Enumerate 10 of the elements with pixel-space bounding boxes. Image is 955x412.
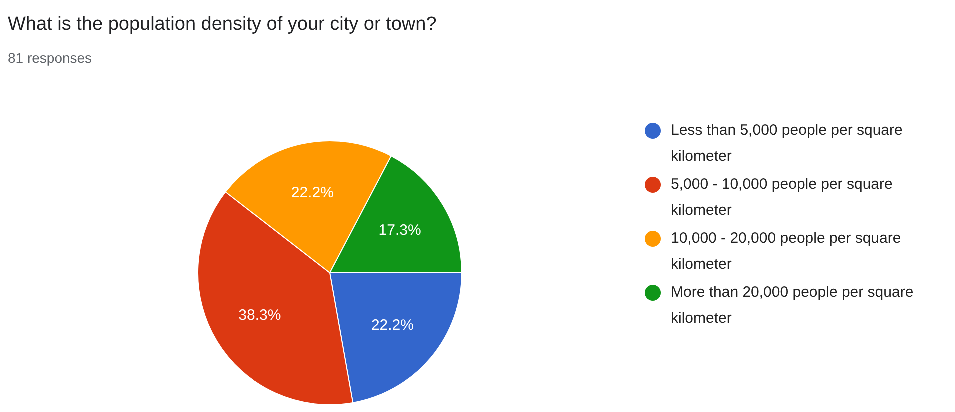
legend-label: Less than 5,000 people per square kilometer: [671, 121, 904, 167]
data-label: 17.3%: [378, 222, 422, 240]
data-label: 38.3%: [238, 306, 282, 324]
legend-label: 5,000 - 10,000 people per square kilometer: [671, 175, 894, 221]
legend-label: 10,000 - 20,000 people per square kilometer: [671, 229, 902, 275]
legend-label: More than 20,000 people per square kilometer: [671, 283, 915, 329]
data-label: 22.2%: [291, 184, 334, 202]
chart-title: What is the population density of your city or town?: [8, 14, 437, 36]
text: 81 responses: [8, 50, 92, 66]
data-label: 22.2%: [371, 317, 414, 334]
